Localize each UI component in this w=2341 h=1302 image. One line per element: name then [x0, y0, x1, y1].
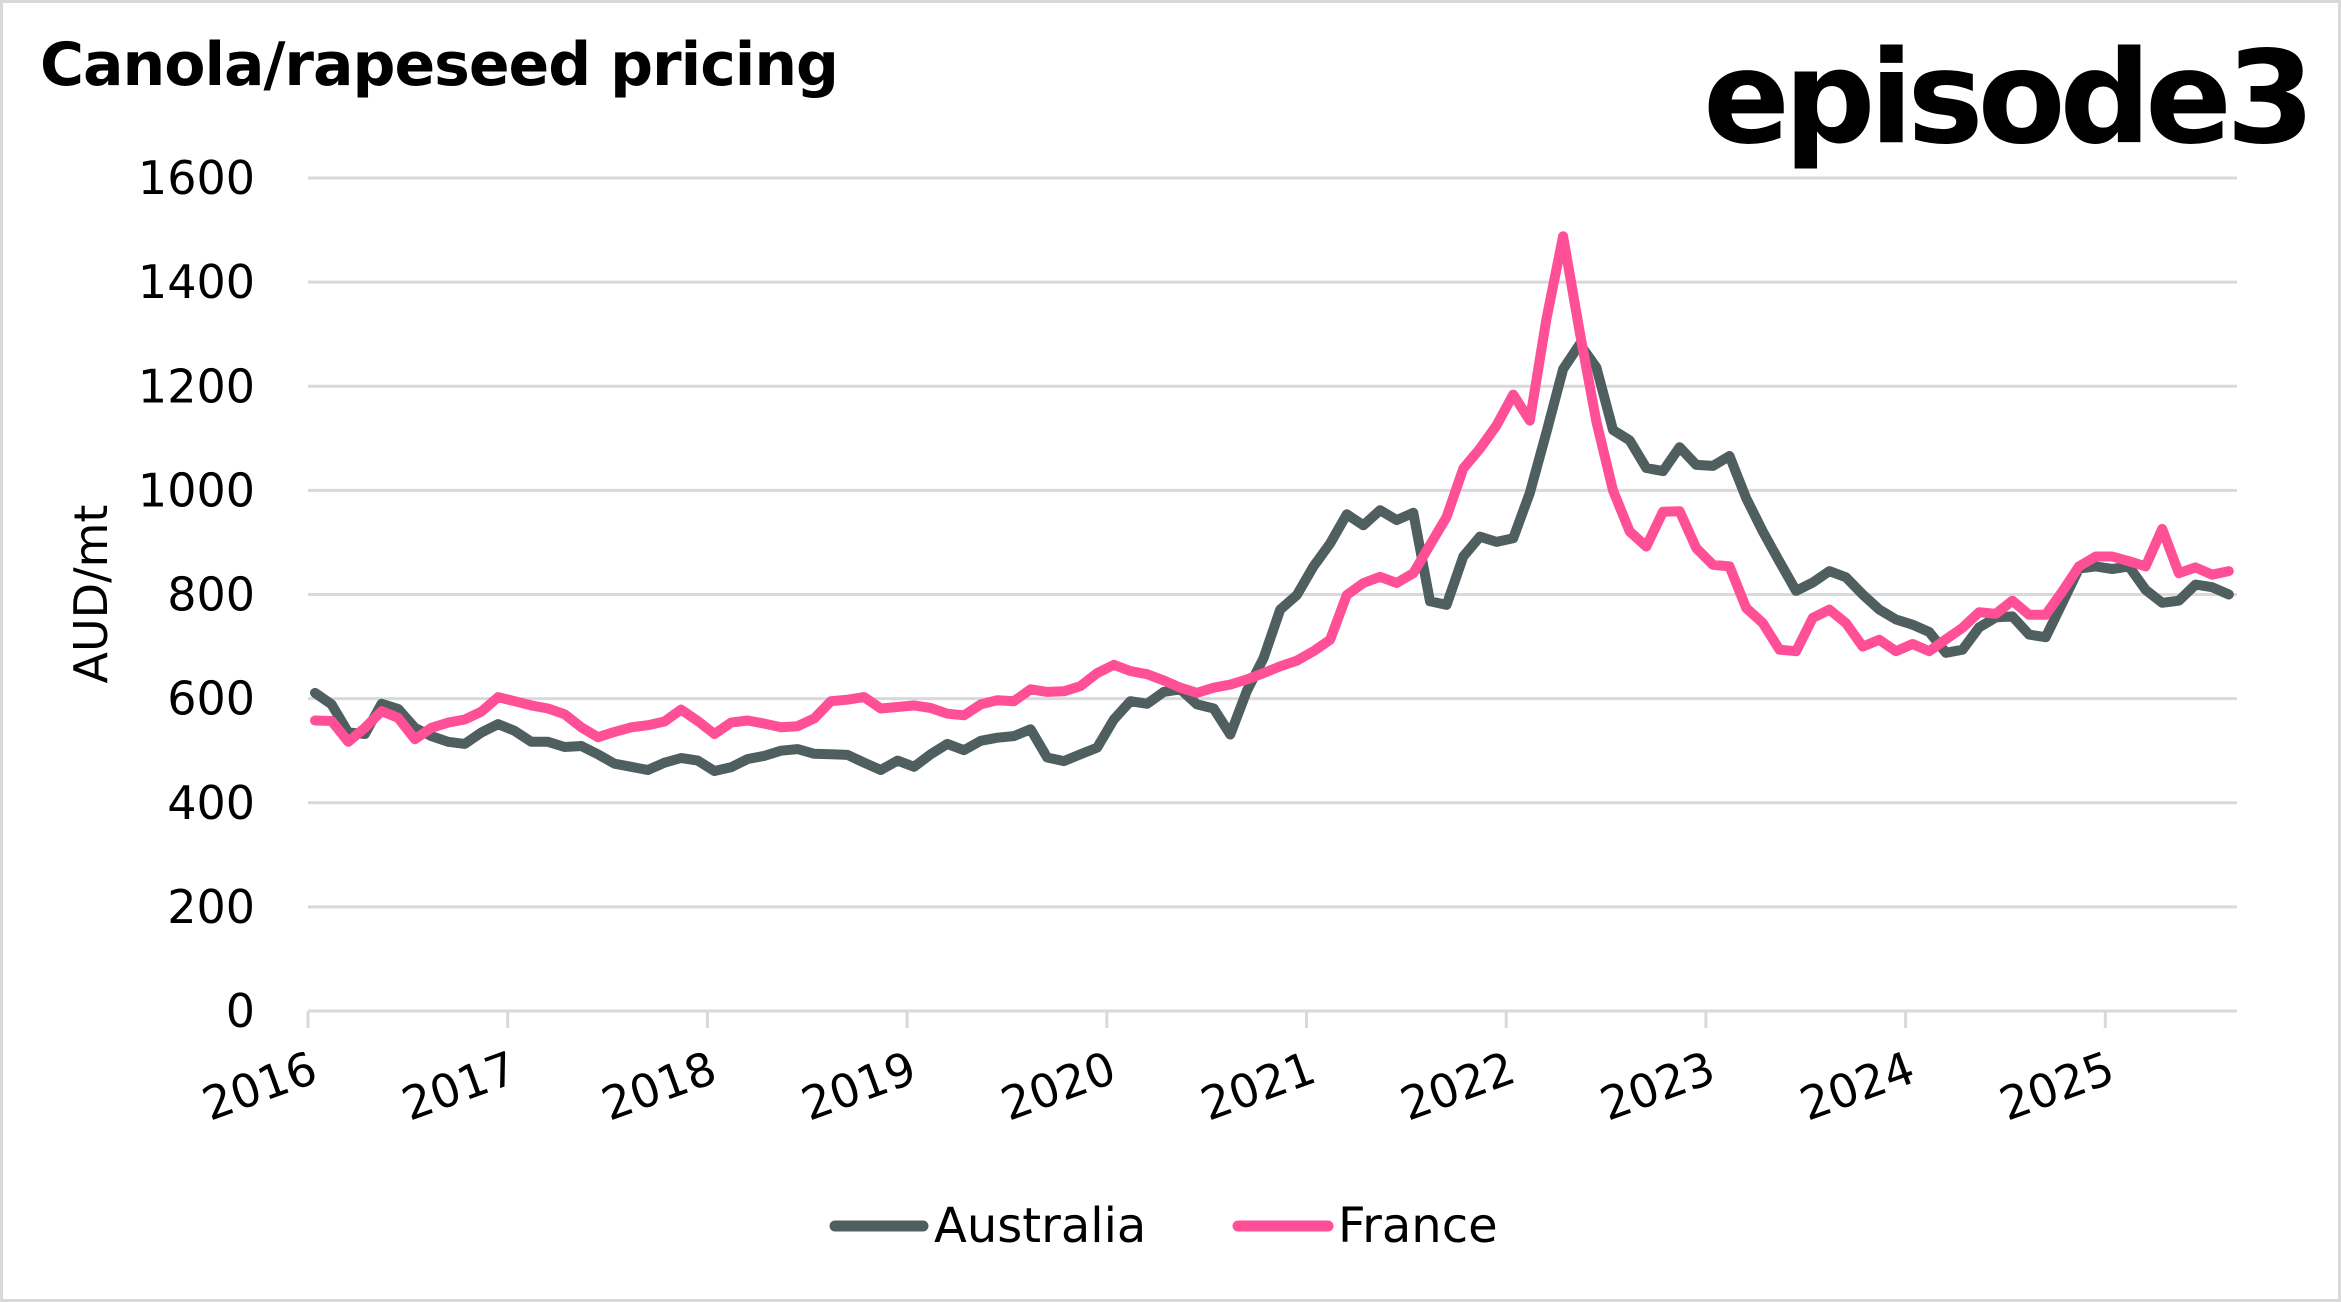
x-tick-label: 2025 [1993, 1041, 2121, 1132]
episode3-logo: episode3 [1703, 24, 2315, 173]
y-tick-label: 1400 [138, 255, 255, 309]
x-axis: 2016 2017 2018 2019 2020 2021 2022 2023 2024 2025 [195, 1009, 2237, 1132]
y-axis-title: AUD/mt [64, 505, 118, 684]
y-axis-tick-labels: 0 200 400 600 800 1000 1200 1400 1600 [138, 151, 255, 1038]
series-line-france [310, 231, 2234, 747]
x-tick-label: 2017 [395, 1041, 523, 1132]
x-tick-label: 2019 [794, 1041, 922, 1132]
legend-label-france[interactable]: France [1338, 1198, 1498, 1254]
gridlines [308, 176, 2237, 909]
legend-label-australia[interactable]: Australia [934, 1198, 1146, 1254]
chart-title: Canola/rapeseed pricing [40, 30, 839, 100]
x-tick-label: 2018 [595, 1041, 723, 1132]
x-tick-label: 2022 [1393, 1041, 1521, 1132]
x-tick-label: 2024 [1793, 1041, 1921, 1132]
y-tick-label: 1600 [138, 151, 255, 205]
y-tick-label: 0 [226, 984, 255, 1038]
y-tick-label: 800 [167, 568, 255, 622]
x-tick-label: 2021 [1194, 1041, 1322, 1132]
y-tick-label: 400 [167, 776, 255, 830]
series-layer [310, 231, 2234, 776]
y-tick-label: 1200 [138, 359, 255, 413]
x-tick-label: 2016 [195, 1041, 323, 1132]
y-tick-label: 1000 [138, 463, 255, 517]
x-tick-label: 2020 [994, 1041, 1122, 1132]
x-tick-label: 2023 [1593, 1041, 1721, 1132]
y-tick-label: 600 [167, 672, 255, 726]
series-line-australia [310, 339, 2234, 776]
legend: Australia France [829, 1198, 1498, 1254]
y-tick-label: 200 [167, 880, 255, 934]
